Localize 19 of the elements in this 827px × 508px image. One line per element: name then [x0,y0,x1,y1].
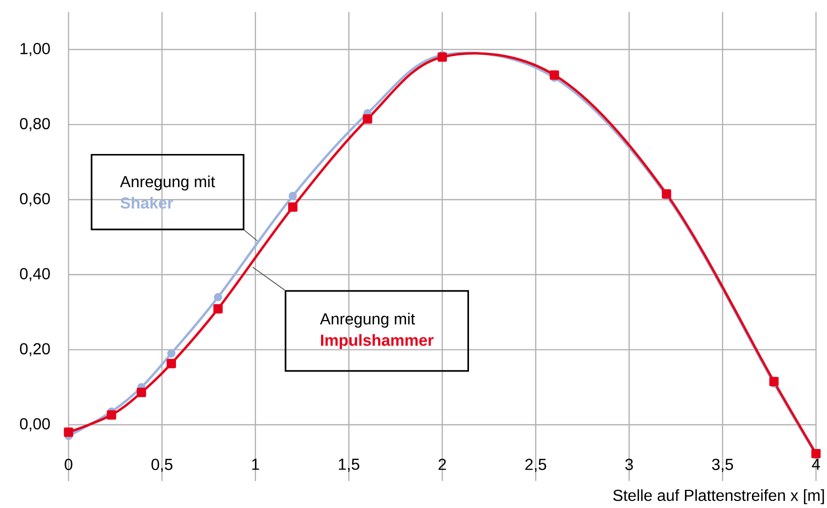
y-tick-label: 0,80 [20,118,50,132]
x-tick-label: 2,5 [525,458,546,472]
x-tick-label: 2 [438,458,446,470]
x-axis-title: Stelle auf Plattenstreifen x [m] [613,489,824,504]
y-tick-label: 0,60 [20,192,50,206]
x-tick-label: 3,5 [712,458,734,472]
x-tick-label: 0,5 [151,458,172,472]
x-tick-label: 1,5 [338,458,360,472]
x-tick-label: 0 [64,458,72,470]
y-tick-label: 1,00 [20,42,50,56]
y-tick-label: 0,00 [20,418,50,432]
y-tick-label: 0,20 [20,343,50,356]
annotation: Anregung mit [320,312,415,328]
x-tick-label: 3 [625,458,633,470]
y-tick-label: 0,40 [20,268,50,282]
text: Impulshammer [321,334,434,350]
annotation: Anregung mit [120,176,216,190]
x-tick-label: 1 [252,458,260,470]
x-tick-label: 4 [812,458,820,470]
